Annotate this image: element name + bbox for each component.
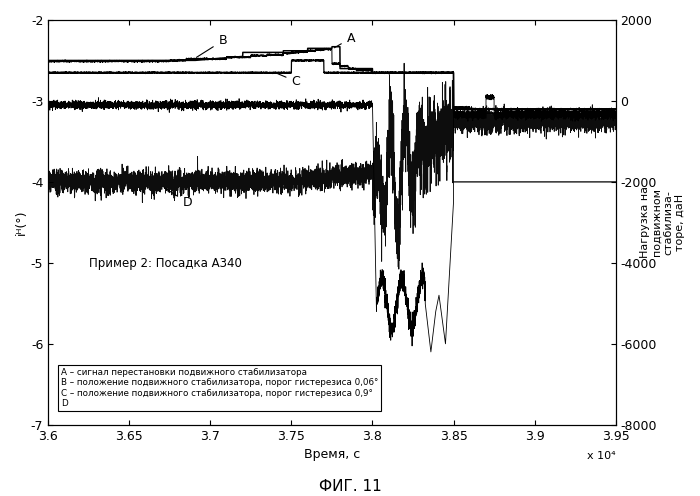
X-axis label: Время, с: Время, с xyxy=(304,448,360,461)
Text: Пример 2: Посадка A340: Пример 2: Посадка A340 xyxy=(89,257,241,270)
Text: A – сигнал перестановки подвижного стабилизатора
B – положение подвижного стабил: A – сигнал перестановки подвижного стаби… xyxy=(61,368,379,408)
Text: A: A xyxy=(335,32,355,48)
Y-axis label: iᴴ(°): iᴴ(°) xyxy=(15,210,28,235)
Text: C: C xyxy=(278,74,300,88)
Text: ФИГ. 11: ФИГ. 11 xyxy=(318,479,382,494)
Text: B: B xyxy=(197,34,227,58)
Text: D: D xyxy=(164,187,193,209)
Y-axis label: Нагрузка на
подвижном
стабилиза-
торе, даН: Нагрузка на подвижном стабилиза- торе, д… xyxy=(640,186,685,258)
Text: x 10⁴: x 10⁴ xyxy=(587,451,616,461)
